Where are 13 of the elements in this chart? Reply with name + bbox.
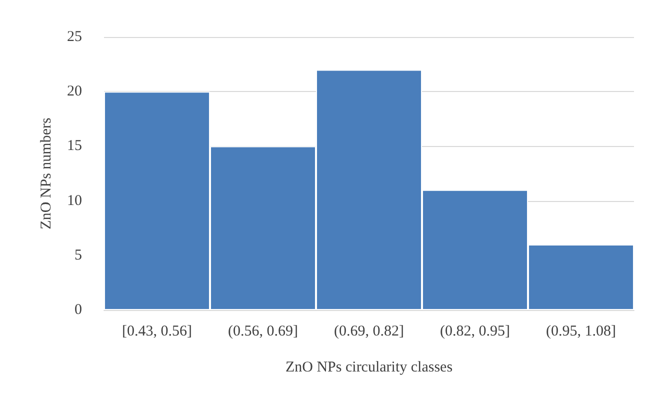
x-tick-label: (0.95, 1.08] (546, 324, 616, 340)
x-tick-label: (0.82, 0.95] (440, 324, 510, 340)
x-tick-label: (0.69, 0.82] (334, 324, 404, 340)
y-tick-label: 5 (74, 247, 82, 264)
y-tick-label: 15 (67, 138, 82, 154)
x-axis-title: ZnO NPs circularity classes (285, 360, 453, 376)
y-tick-label: 25 (67, 29, 82, 45)
y-tick-label: 10 (67, 192, 82, 209)
x-tick-label: [0.43, 0.56] (122, 324, 192, 340)
y-axis-title: ZnO NPs numbers (38, 118, 54, 230)
x-tick-label: (0.56, 0.69] (228, 324, 298, 340)
y-tick-label: 20 (67, 84, 82, 100)
y-tick-label: 0 (74, 302, 82, 318)
